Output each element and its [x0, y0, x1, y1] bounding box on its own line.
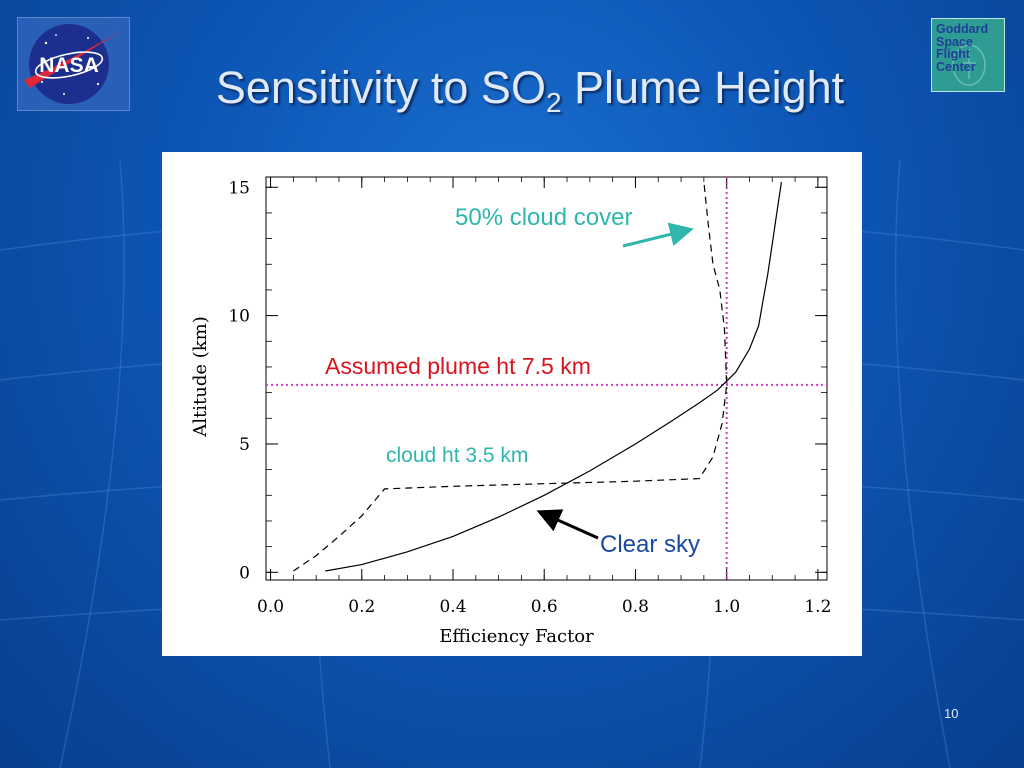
plot-frame	[265, 176, 828, 581]
x-tick-label: 0.6	[531, 597, 558, 617]
annotation-plume-height: Assumed plume ht 7.5 km	[325, 353, 591, 379]
x-tick-label: 1.0	[713, 597, 740, 617]
y-tick-label: 15	[228, 178, 250, 198]
series-line-clear	[325, 182, 782, 572]
nasa-logo-text: NASA	[39, 54, 99, 77]
annotation-cloud-cover: 50% cloud cover	[455, 204, 633, 231]
chart-plot: 0.0 0.2 0.4 0.6 0.8 1.0 1.2 0 5 10 15 Efficiency Fa…	[190, 176, 831, 647]
x-axis-label: Efficiency Factor	[439, 626, 594, 647]
gsfc-logo-text: Goddard Space Flight Center	[936, 22, 989, 74]
slide-number: 10	[944, 706, 959, 721]
annotation-clear-sky: Clear sky	[600, 531, 701, 558]
x-tick-label: 1.2	[804, 597, 831, 617]
x-tick-label: 0.4	[439, 597, 466, 617]
x-tick-label: 0.8	[622, 597, 649, 617]
y-axis-label: Altitude (km)	[190, 316, 211, 438]
slide-title: Sensitivity to SO2 Plume Height	[0, 62, 1024, 119]
y-tick-label: 0	[239, 563, 250, 583]
nasa-logo: NASA	[17, 17, 130, 111]
y-tick-label: 10	[228, 307, 250, 327]
slide-title-subscript: 2	[545, 87, 562, 118]
x-tick-label: 0.0	[257, 597, 284, 617]
y-tick-label: 5	[239, 435, 250, 455]
annotation-cloud-height: cloud ht 3.5 km	[386, 444, 529, 467]
slide-title-main: Sensitivity to SO	[215, 62, 546, 113]
gsfc-logo: Goddard Space Flight Center	[931, 18, 1005, 92]
series-line-cloudy	[293, 182, 728, 572]
x-tick-label: 0.2	[348, 597, 375, 617]
slide-title-tail: Plume Height	[561, 62, 845, 113]
chart-panel: 0.0 0.2 0.4 0.6 0.8 1.0 1.2 0 5 10 15 Efficiency Fa…	[162, 152, 862, 656]
